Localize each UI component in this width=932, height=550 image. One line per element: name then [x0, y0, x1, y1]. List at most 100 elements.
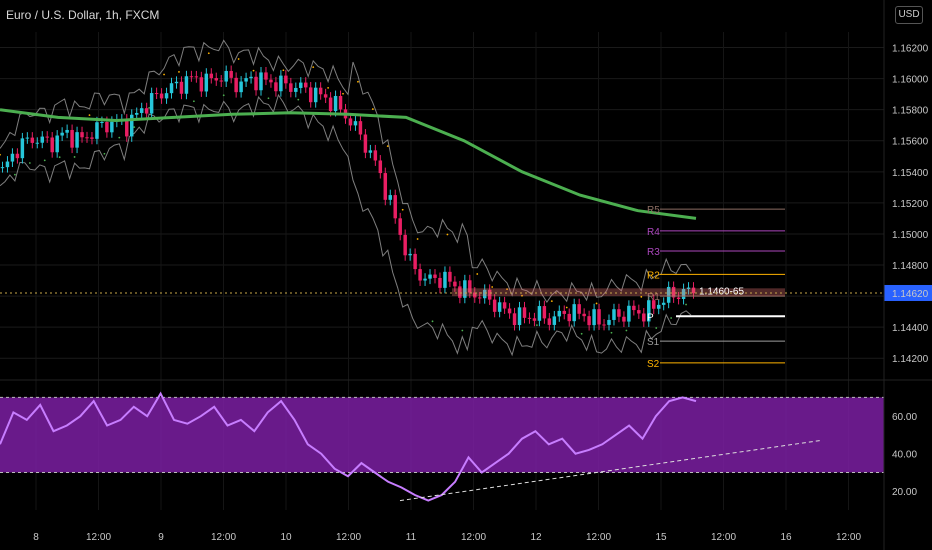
candle-body — [691, 287, 696, 294]
candle-body — [428, 274, 432, 279]
x-tick-label: 16 — [780, 532, 792, 543]
y-tick-label: 1.14400 — [892, 323, 929, 334]
candle-body — [448, 271, 452, 282]
candle-body — [85, 137, 89, 139]
x-tick-label: 12:00 — [586, 532, 611, 543]
candle-body — [279, 75, 283, 92]
y-tick-label: 1.14200 — [892, 354, 929, 365]
band-dot — [491, 286, 494, 288]
candle-body — [269, 79, 273, 83]
candle-body — [0, 167, 5, 169]
candle-body — [70, 129, 74, 148]
pivot-label-r4: R4 — [647, 227, 660, 238]
candle-body — [617, 309, 621, 317]
candle-body — [597, 309, 601, 325]
candle-body — [403, 234, 407, 256]
candle-body — [234, 77, 238, 93]
candle-body — [492, 299, 497, 312]
candle-body — [249, 76, 253, 79]
band-dot — [580, 332, 583, 335]
candle-body — [473, 292, 477, 298]
candle-body — [661, 302, 666, 305]
supply-zone-box — [452, 288, 785, 297]
candle-body — [50, 137, 54, 153]
pivot-label-s2: S2 — [647, 359, 660, 370]
candle-body — [184, 76, 189, 94]
band-dot — [282, 69, 285, 72]
band-dot — [446, 233, 449, 236]
band-dot — [267, 97, 270, 100]
candle-body — [110, 121, 114, 133]
band-dot — [312, 66, 315, 69]
rsi-band-fill — [0, 397, 884, 473]
candle-body — [577, 304, 581, 314]
candle-body — [647, 300, 651, 322]
candle-body — [65, 129, 69, 133]
symbol-title: Euro / U.S. Dollar, 1h, FXCM — [6, 8, 160, 22]
candle-body — [443, 271, 447, 288]
candle-body — [527, 317, 532, 319]
rsi-line — [0, 391, 697, 502]
candle-body — [453, 281, 457, 287]
candle-body — [80, 132, 84, 138]
band-dot — [178, 71, 180, 73]
x-tick-label: 8 — [33, 532, 39, 543]
band-dot — [610, 331, 613, 334]
last-price-tag — [884, 284, 932, 301]
candle-body — [130, 114, 134, 137]
rsi-trend-line — [399, 440, 821, 502]
band-dot — [506, 288, 508, 291]
band-dot — [133, 126, 136, 129]
band-dot — [416, 238, 419, 240]
pivot-label-r3: R3 — [647, 247, 660, 258]
candle-body — [323, 94, 328, 98]
band-dot — [371, 108, 374, 110]
band-dot — [625, 329, 628, 332]
candle-body — [627, 305, 631, 322]
candle-body — [681, 289, 686, 299]
band-dot — [595, 302, 598, 305]
candle-body — [289, 83, 293, 92]
candle-body — [582, 313, 586, 317]
band-dot — [431, 320, 434, 323]
y-tick-label: 1.15000 — [892, 230, 929, 241]
candle-body — [149, 93, 154, 114]
band-dot — [237, 58, 240, 60]
band-dot — [565, 306, 568, 309]
band-dot — [222, 94, 225, 97]
band-dot — [401, 208, 404, 211]
pivot-label-s1: S1 — [647, 337, 660, 348]
candle-body — [622, 316, 626, 322]
candle-body — [433, 274, 437, 278]
last-price-label: 1.14620 — [892, 289, 929, 300]
x-tick-label: 12:00 — [86, 532, 111, 543]
band-dot — [640, 295, 643, 298]
candle-body — [547, 318, 552, 325]
candle-body — [686, 287, 691, 290]
candle-body — [383, 173, 388, 200]
candle-body — [368, 150, 373, 153]
x-tick-label: 11 — [406, 532, 417, 543]
candle-body — [304, 82, 308, 88]
band-dot — [461, 329, 464, 332]
candle-body — [239, 81, 243, 93]
band-dot — [207, 52, 210, 55]
candle-body — [642, 313, 646, 322]
candle-body — [338, 95, 343, 110]
currency-button[interactable]: USD — [895, 6, 923, 24]
candle-body — [274, 82, 278, 92]
candle-body — [25, 137, 30, 139]
band-dot — [536, 324, 538, 327]
rsi-tick-label: 40.00 — [892, 450, 917, 461]
rsi-tick-label: 60.00 — [892, 412, 917, 423]
candle-body — [15, 153, 20, 159]
candle-body — [45, 136, 49, 138]
band-dot — [28, 162, 31, 164]
candle-body — [522, 307, 527, 318]
candle-body — [463, 280, 467, 298]
candle-body — [144, 108, 149, 114]
candle-body — [388, 195, 392, 200]
band-dot — [163, 73, 165, 76]
candle-body — [572, 304, 576, 322]
